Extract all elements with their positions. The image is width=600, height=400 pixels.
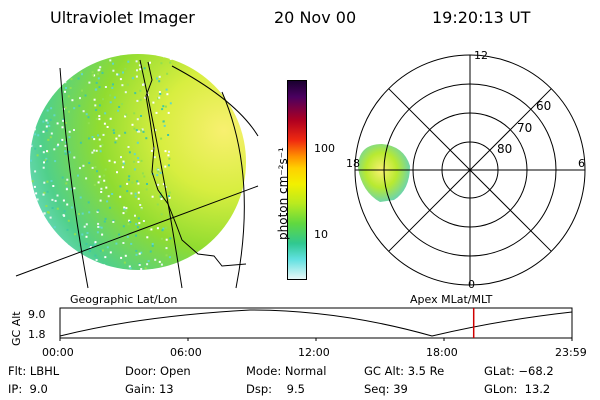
door-value: Open [159,364,191,378]
lat-label-70: 70 [517,121,532,135]
apex-label: Apex MLat/MLT [410,293,493,306]
polar-mlt-plot: 12 18 6 0 60 70 80 [346,49,586,290]
lat-label-60: 60 [536,99,551,113]
date-label: 20 Nov 00 [274,8,357,27]
mlt-label-12: 12 [474,49,488,62]
dsp-value: 9.5 [286,382,305,396]
gcalt-value: 3.5 Re [407,364,445,378]
time-label: 19:20:13 UT [432,8,531,27]
x-tick-1200: 12:00 [298,346,330,359]
colorbar-unit-label: photon cm⁻²s⁻¹ [276,147,290,240]
y-axis-label: GC Alt [10,311,23,346]
gain-value: 13 [158,382,174,396]
flt-value: LBHL [29,364,60,378]
x-tick-1800: 18:00 [426,346,458,359]
seq-value: 39 [393,382,408,396]
mode-label: Mode: [246,364,282,378]
mlt-label-18: 18 [346,157,360,170]
ip-value: 9.0 [29,382,48,396]
glon-value: 13.2 [524,382,551,396]
dsp-label: Dsp: [246,382,273,396]
door-label: Door: [125,364,157,378]
lat-label-80: 80 [497,142,512,156]
mlt-label-0: 0 [468,278,475,290]
mlt-label-6: 6 [578,157,585,170]
instrument-title: Ultraviolet Imager [50,8,195,27]
x-tick-0600: 06:00 [170,346,202,359]
ip-label: IP: [8,382,23,396]
y-tick-low: 1.8 [28,328,46,341]
gain-label: Gain: [125,382,156,396]
y-tick-high: 9.0 [28,308,46,321]
colorbar-tick-10: 10 [314,228,328,241]
geographic-image-panel [15,54,259,289]
colorbar-tick-100: 100 [314,142,335,155]
x-tick-0000: 00:00 [42,346,74,359]
seq-label: Seq: [364,382,390,396]
colorbar [287,80,307,280]
glon-label: GLon: [484,382,518,396]
flt-label: Flt: [8,364,27,378]
altitude-timeline-plot: 9.0 1.8 GC Alt 00:00 06:00 12:00 18:00 2… [10,307,587,359]
mode-value: Normal [284,364,327,378]
glat-value: −68.2 [518,364,554,378]
gcalt-label: GC Alt: [364,364,405,378]
glat-label: GLat: [484,364,515,378]
x-tick-2359: 23:59 [555,346,587,359]
geographic-label: Geographic Lat/Lon [70,293,178,306]
altitude-curve [59,309,573,337]
